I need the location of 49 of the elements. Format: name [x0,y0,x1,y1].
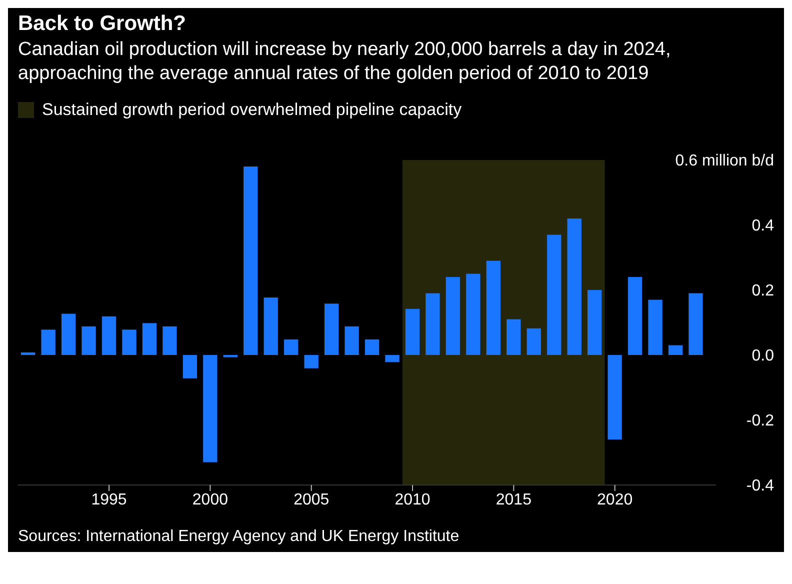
source-note: Sources: International Energy Agency and UK Energy Institute [17,527,460,547]
bar [304,355,318,368]
y-tick-label: -0.2 [746,412,774,430]
x-tick-label: 2005 [294,491,330,508]
x-tick-label: 2015 [496,491,532,508]
bar [162,326,177,355]
y-tick-label: 0.0 [752,348,774,365]
bar [506,319,521,355]
bar [385,355,400,362]
bar [102,316,116,355]
y-tick-label: 0.2 [752,282,774,300]
y-tick-label: 0.4 [752,218,774,235]
bar [567,218,582,355]
bar [587,290,602,355]
bar [182,355,198,378]
bar [526,328,541,355]
x-tick-label: 2010 [394,491,430,508]
chart-title: Back to Growth? [17,12,188,36]
x-tick-label: 2020 [597,491,633,508]
bar [688,293,703,355]
bar [142,323,157,355]
bar [405,308,420,355]
chart-subtitle: Canadian oil production will increase by nearly 200,000 barrels a day in 2024, approaching the average annual rates of the golden period of 2010 to 2019 [17,38,672,86]
bar [21,352,36,355]
bar [244,166,258,355]
bar [426,293,440,355]
bar [324,304,339,355]
x-tick-label: 2000 [192,491,228,508]
bar [547,234,562,355]
bar [82,326,96,355]
bar [446,277,460,355]
bar [648,300,662,355]
bar [628,277,642,355]
bar [284,339,298,355]
bar [344,326,359,355]
y-tick-label: 0.6 million b/d [675,152,774,170]
bar [122,330,136,355]
bar [466,274,480,355]
bar [203,355,218,462]
y-tick-label: -0.4 [746,478,774,495]
bar [486,260,500,355]
bar [61,314,76,355]
bar [364,339,380,355]
legend-label: Sustained growth period overwhelmed pipeline capacity [42,100,462,120]
bar [41,330,56,355]
bar [264,297,278,355]
bar [608,355,622,440]
bar [668,345,683,355]
x-tick-label: 1995 [91,491,127,508]
